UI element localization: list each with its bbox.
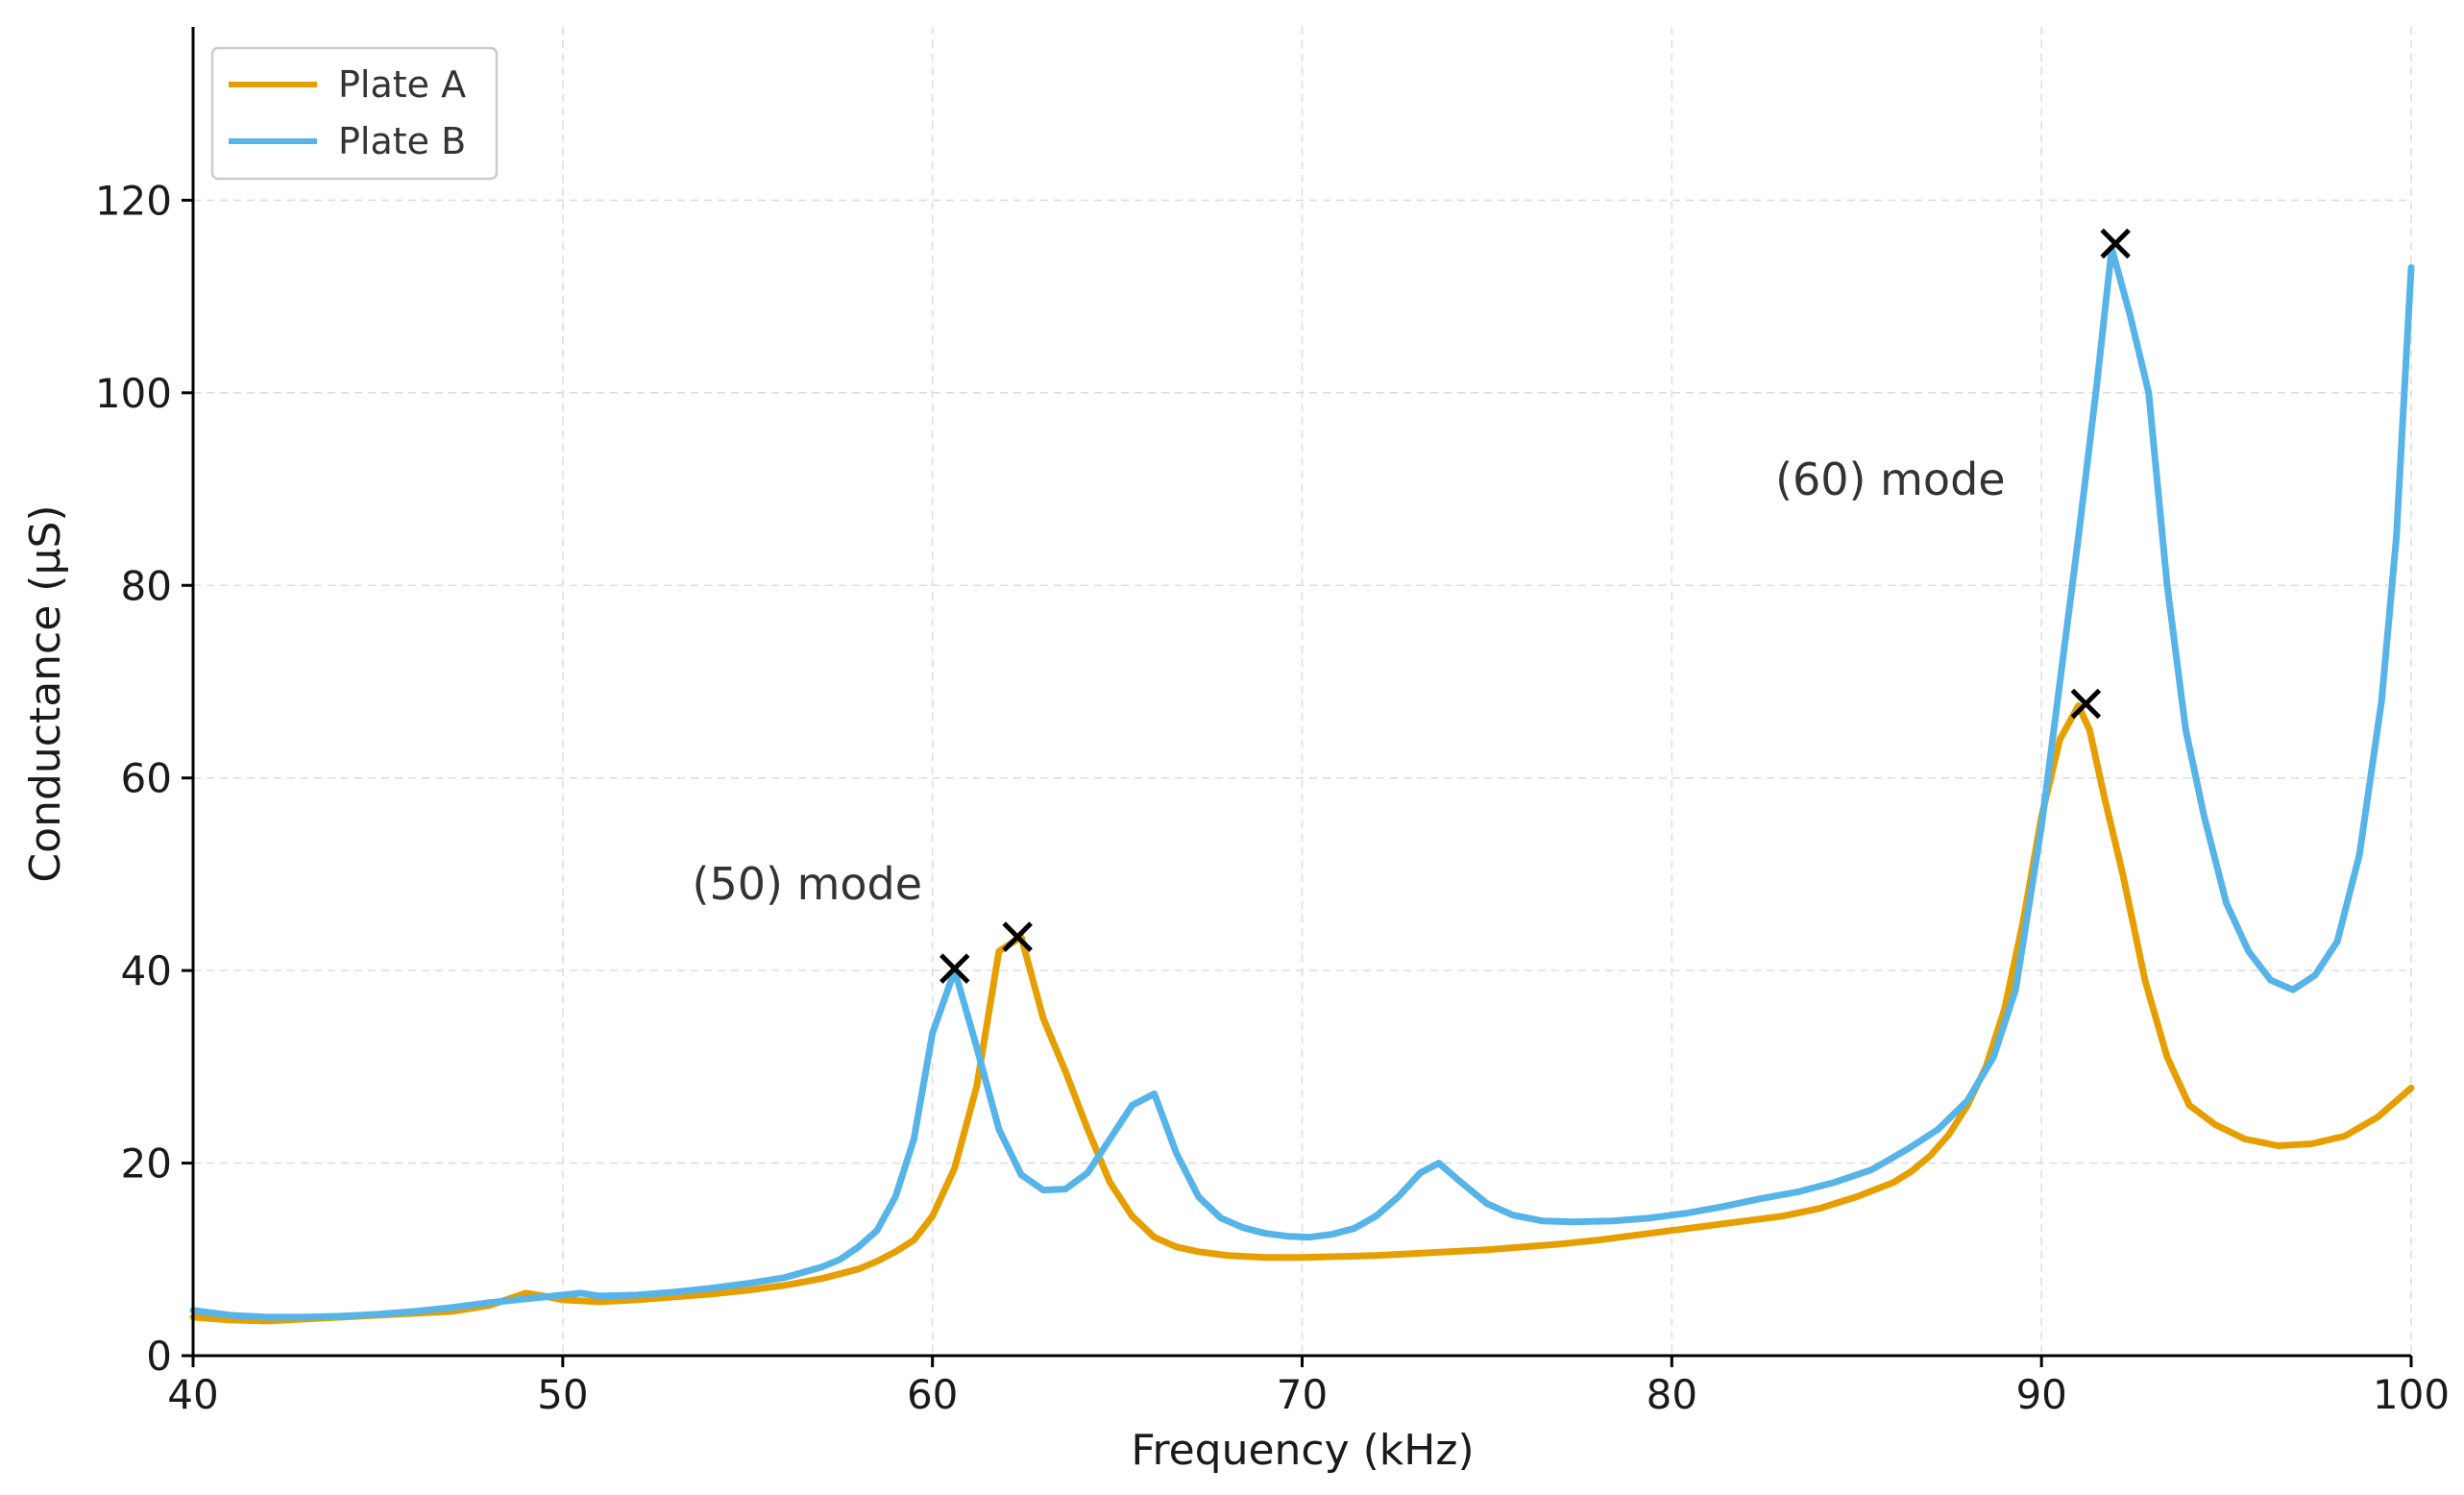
x-tick-label: 100 <box>2373 1371 2450 1418</box>
peak-marker <box>1002 921 1033 952</box>
ticks: 40 50 60 70 80 90 100 0 20 40 60 80 100 120 <box>95 177 2450 1418</box>
legend-box <box>210 46 499 181</box>
legend-label-plate-b: Plate B <box>338 120 466 162</box>
legend-label-plate-a: Plate A <box>338 63 466 106</box>
y-tick-label: 20 <box>121 1140 172 1188</box>
mode-annotation: (50) mode <box>693 858 923 910</box>
x-tick-label: 90 <box>2015 1371 2066 1418</box>
y-tick-label: 0 <box>146 1333 172 1380</box>
mode-annotation: (60) mode <box>1775 453 2006 505</box>
x-tick-label: 80 <box>1647 1371 1697 1418</box>
y-tick-label: 120 <box>95 177 172 224</box>
x-axis-label: Frequency (kHz) <box>1131 1426 1474 1475</box>
peak-marker <box>2070 688 2102 720</box>
peak-marker <box>939 953 970 984</box>
peak-marker <box>2100 228 2131 259</box>
grid <box>192 27 2412 1356</box>
x-tick-label: 60 <box>907 1371 958 1418</box>
y-tick-label: 40 <box>121 947 172 994</box>
peak-markers <box>939 228 2131 984</box>
y-axis-label: Conductance (μS) <box>21 504 70 882</box>
series-line-plate-b <box>189 245 2415 1321</box>
y-tick-label: 80 <box>121 562 172 609</box>
annotations: (50) mode (60) mode <box>693 453 2006 910</box>
y-tick-label: 60 <box>121 755 172 802</box>
y-tick-label: 100 <box>95 370 172 417</box>
x-tick-label: 70 <box>1277 1371 1328 1418</box>
legend: Plate A Plate B <box>210 46 499 181</box>
x-tick-label: 50 <box>537 1371 588 1418</box>
x-tick-label: 40 <box>167 1371 218 1418</box>
